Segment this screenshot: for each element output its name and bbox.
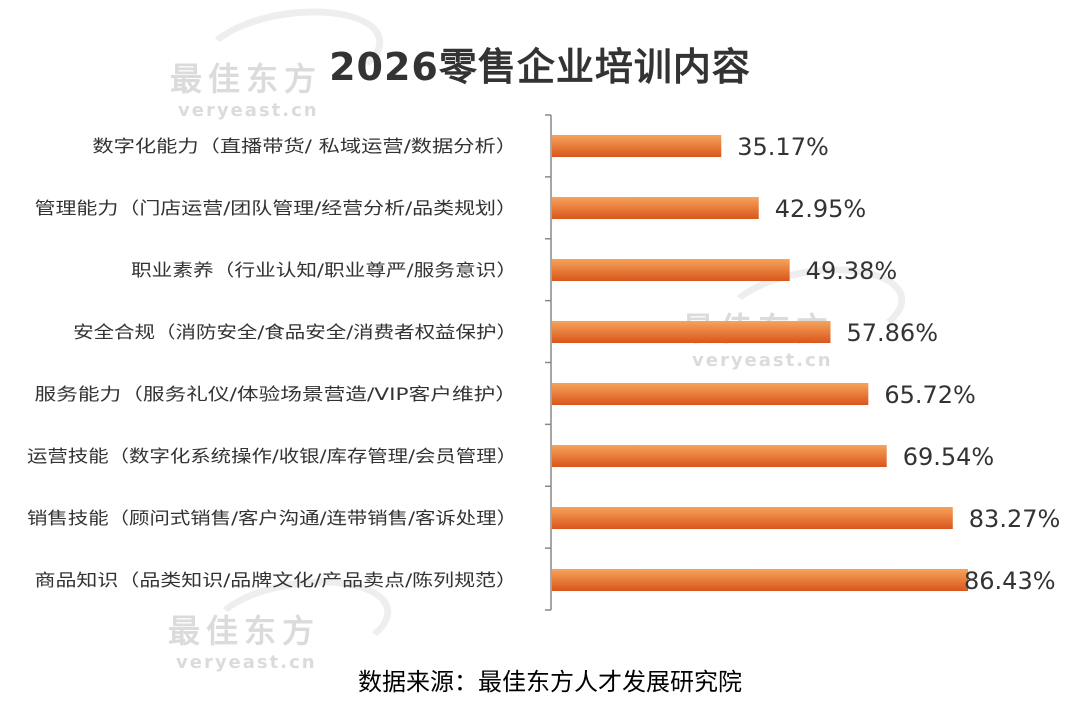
bar — [552, 445, 887, 467]
bar — [552, 507, 953, 529]
value-label: 57.86% — [846, 319, 938, 347]
category-label: 数字化能力（直播带货/ 私域运营/数据分析） — [92, 137, 517, 157]
category-label: 销售技能（顾问式销售/客户沟通/连带销售/客诉处理） — [27, 509, 517, 529]
category-label: 运营技能（数字化系统操作/收银/库存管理/会员管理） — [27, 447, 517, 467]
category-label: 管理能力（门店运营/团队管理/经营分析/品类规划） — [35, 199, 518, 219]
bar — [552, 259, 790, 281]
bar — [552, 321, 831, 343]
category-label: 职业素养（行业认知/职业尊严/服务意识） — [131, 261, 517, 281]
bar — [552, 197, 759, 219]
category-label: 服务能力（服务礼仪/体验场景营造/VIP客户维护） — [35, 385, 518, 405]
category-label: 安全合规（消防安全/食品安全/消费者权益保护） — [73, 323, 517, 343]
bar — [552, 569, 968, 591]
bar — [552, 383, 869, 405]
value-label: 65.72% — [884, 381, 976, 409]
value-label: 42.95% — [775, 195, 867, 223]
value-label: 49.38% — [806, 257, 898, 285]
category-label: 商品知识（品类知识/品牌文化/产品卖点/陈列规范） — [35, 571, 518, 591]
value-label: 69.54% — [903, 443, 995, 471]
data-source: 数据来源：最佳东方人才发展研究院 — [358, 668, 742, 696]
bar — [552, 135, 722, 157]
value-label: 83.27% — [969, 505, 1061, 533]
value-label: 35.17% — [737, 133, 829, 161]
value-label: 86.43% — [964, 567, 1056, 595]
chart-title: 2026零售企业培训内容 — [329, 45, 751, 89]
